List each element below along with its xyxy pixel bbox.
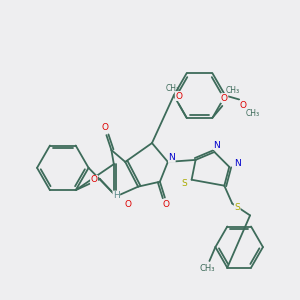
Text: N: N — [168, 153, 175, 162]
Text: O: O — [221, 94, 228, 103]
Text: O: O — [162, 200, 169, 209]
Text: O: O — [240, 101, 247, 110]
Text: H: H — [113, 191, 120, 200]
Text: N: N — [234, 159, 241, 168]
Text: CH₃: CH₃ — [166, 84, 180, 93]
Text: O: O — [125, 200, 132, 209]
Text: S: S — [234, 203, 240, 212]
Text: N: N — [213, 140, 220, 149]
Text: O: O — [102, 123, 109, 132]
Text: CH₃: CH₃ — [246, 109, 260, 118]
Text: O: O — [91, 176, 98, 184]
Text: CH₃: CH₃ — [200, 264, 215, 273]
Text: S: S — [182, 179, 188, 188]
Text: O: O — [175, 92, 182, 100]
Text: CH₃: CH₃ — [225, 85, 239, 94]
